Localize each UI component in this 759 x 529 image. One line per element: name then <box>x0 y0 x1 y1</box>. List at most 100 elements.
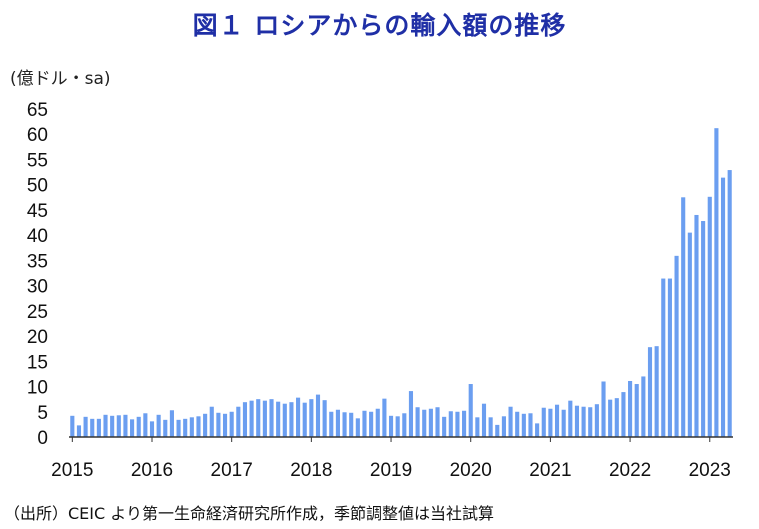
bar <box>462 410 467 437</box>
x-tick-label: 2023 <box>689 460 731 481</box>
bar <box>176 419 181 437</box>
bar <box>448 411 453 437</box>
y-tick-label: 10 <box>27 378 48 399</box>
bar <box>123 414 128 437</box>
bar <box>189 417 194 437</box>
y-tick-label: 25 <box>27 302 48 323</box>
bar <box>481 403 487 437</box>
bar <box>548 408 553 437</box>
bar <box>541 407 546 437</box>
y-tick-label: 30 <box>27 277 48 298</box>
bar <box>468 384 473 437</box>
bar <box>149 421 155 437</box>
bar <box>183 418 188 437</box>
y-axis-ticks: 0 5 10 15 20 25 30 35 40 45 50 55 60 65 <box>27 100 48 449</box>
bar <box>222 413 228 437</box>
bar <box>388 415 394 437</box>
bar <box>229 411 234 437</box>
bar <box>362 410 367 437</box>
y-tick-label: 40 <box>27 226 48 247</box>
bar <box>395 416 400 437</box>
bar <box>568 400 573 437</box>
bar <box>103 414 108 437</box>
bar <box>302 402 307 437</box>
bar <box>501 416 506 437</box>
bar <box>654 346 659 437</box>
bar <box>428 408 433 437</box>
bar <box>276 401 281 437</box>
x-tick-label: 2017 <box>211 460 253 481</box>
x-tick-label: 2022 <box>609 460 651 481</box>
bar <box>535 423 540 437</box>
bar <box>701 221 706 437</box>
y-tick-label: 35 <box>27 251 48 272</box>
bar <box>315 394 321 437</box>
bar <box>256 399 261 437</box>
source-note: （出所）CEIC より第一生命経済研究所作成，季節調整値は当社試算 <box>4 504 494 523</box>
bar <box>495 424 500 437</box>
bar <box>561 409 566 437</box>
y-tick-label: 5 <box>37 403 48 424</box>
bar <box>369 411 374 437</box>
bar <box>574 405 580 437</box>
bar <box>289 402 294 437</box>
bar <box>554 404 560 437</box>
y-tick-label: 50 <box>27 176 48 197</box>
bar <box>355 418 360 437</box>
x-axis-ticks: 2015 2016 2017 2018 2019 2020 2021 2022 2023 <box>51 437 731 481</box>
x-tick-label: 2018 <box>290 460 332 481</box>
bar <box>694 214 699 437</box>
bar <box>647 347 653 437</box>
bar <box>521 413 526 437</box>
bar <box>508 406 513 437</box>
bar <box>262 400 267 437</box>
bar <box>203 413 208 437</box>
bar <box>594 404 599 437</box>
bar <box>415 407 420 437</box>
x-tick-label: 2015 <box>51 460 93 481</box>
bar <box>375 408 380 437</box>
bar <box>435 407 440 437</box>
bar <box>621 392 626 437</box>
bar <box>641 376 646 437</box>
bar <box>588 407 593 437</box>
bar <box>382 398 387 437</box>
bar <box>282 403 287 437</box>
x-tick-label: 2019 <box>370 460 412 481</box>
bar <box>667 278 672 437</box>
bar <box>242 402 248 437</box>
y-tick-label: 65 <box>27 100 48 121</box>
chart-title: 図１ ロシアからの輸入額の推移 <box>192 11 567 40</box>
bar <box>608 399 613 437</box>
bar <box>402 413 407 437</box>
bar <box>76 425 82 437</box>
bar <box>143 413 148 437</box>
bar <box>249 400 254 437</box>
bar <box>216 412 221 437</box>
bar <box>628 380 633 437</box>
bar <box>96 418 101 437</box>
bar <box>335 409 340 437</box>
bar <box>116 415 121 437</box>
bar <box>614 398 619 437</box>
y-axis-unit-label: (億ドル・sa) <box>10 69 111 89</box>
bar <box>442 416 447 437</box>
bar <box>209 406 214 437</box>
bar <box>236 406 241 437</box>
bar <box>475 417 480 437</box>
y-tick-label: 60 <box>27 125 48 146</box>
x-tick-label: 2020 <box>450 460 492 481</box>
bar <box>156 414 161 437</box>
bar <box>309 399 314 437</box>
bar <box>515 411 520 437</box>
bar <box>720 177 726 437</box>
bar-series <box>70 128 732 437</box>
bar <box>110 415 115 437</box>
bar <box>488 417 493 437</box>
bar <box>163 419 168 437</box>
y-tick-label: 55 <box>27 150 48 171</box>
bar <box>349 412 354 437</box>
y-tick-label: 0 <box>37 428 48 449</box>
bar <box>707 196 712 437</box>
